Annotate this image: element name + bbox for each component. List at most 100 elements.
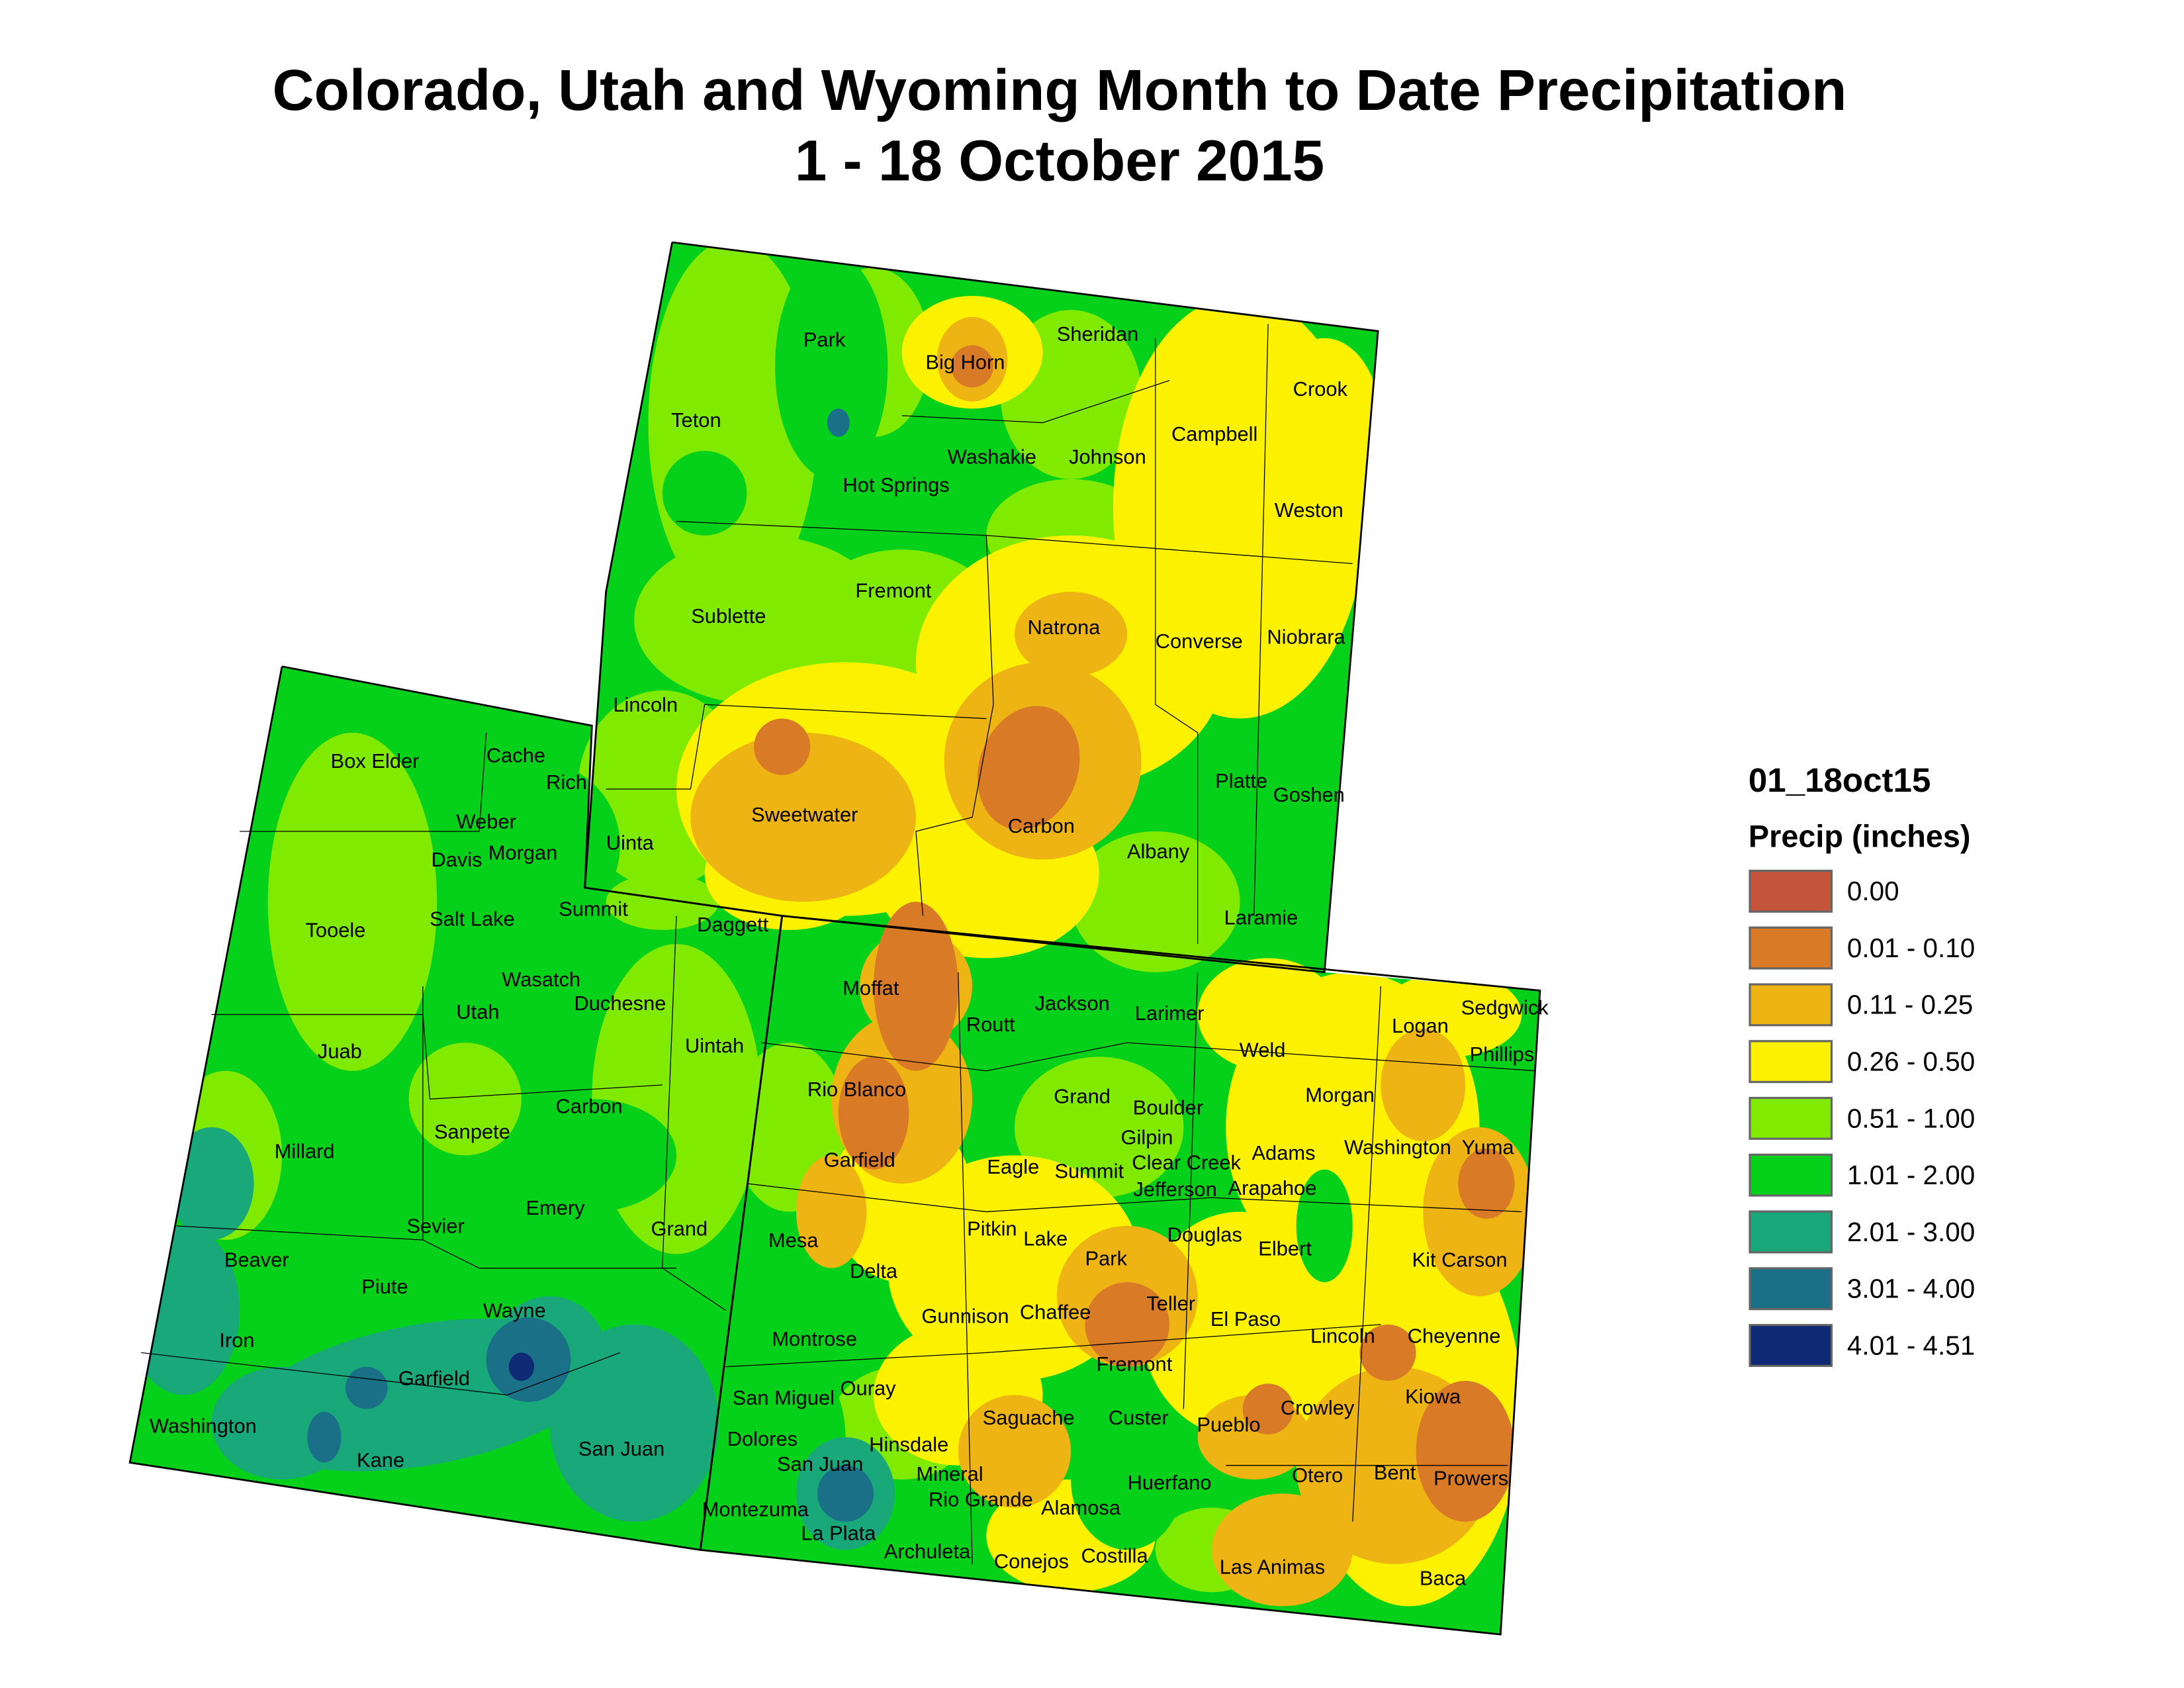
precip-region (958, 1395, 1071, 1508)
legend-swatch-6 (1749, 1210, 1833, 1254)
precip-region (951, 345, 994, 388)
county-label-colorado-chaffee: Chaffee (1020, 1300, 1091, 1323)
county-label-wyoming-niobrara: Niobrara (1267, 626, 1345, 649)
precip-region (1071, 1409, 1184, 1550)
county-label-colorado-washington: Washington (1344, 1135, 1451, 1158)
county-label-wyoming-natrona: Natrona (1028, 616, 1101, 639)
county-line (747, 1183, 1522, 1213)
precip-region (1296, 1169, 1353, 1282)
legend-label-2: 0.11 - 0.25 (1847, 990, 1973, 1020)
legend-label-6: 2.01 - 3.00 (1847, 1217, 1975, 1247)
county-line (676, 520, 994, 916)
county-label-utah-box-elder: Box Elder (331, 749, 420, 773)
county-label-colorado-eagle: Eagle (987, 1155, 1039, 1178)
county-label-colorado-weld: Weld (1240, 1038, 1286, 1061)
legend-subtitle: Precip (inches) (1749, 819, 1971, 853)
county-label-colorado-adams: Adams (1251, 1141, 1315, 1164)
county-label-utah-utah: Utah (456, 1000, 499, 1023)
precip-region (169, 1127, 254, 1241)
county-label-utah-rich: Rich (546, 771, 587, 794)
county-label-colorado-cheyenne: Cheyenne (1408, 1325, 1501, 1348)
precip-region (507, 1099, 677, 1212)
precip-region (1458, 1148, 1515, 1219)
county-label-colorado-dolores: Dolores (727, 1427, 797, 1450)
county-label-utah-san-juan: San Juan (578, 1437, 664, 1460)
county-label-colorado-gilpin: Gilpin (1121, 1125, 1173, 1149)
county-label-utah-juab: Juab (318, 1040, 362, 1063)
county-label-utah-washington: Washington (150, 1415, 257, 1438)
legend-swatch-3 (1749, 1040, 1833, 1084)
county-label-utah-garfield: Garfield (398, 1366, 470, 1389)
county-label-wyoming-fremont: Fremont (855, 579, 931, 602)
county-label-wyoming-crook: Crook (1293, 377, 1348, 400)
precip-region (754, 718, 811, 775)
legend-swatch-0 (1749, 869, 1833, 913)
county-label-utah-iron: Iron (219, 1329, 254, 1352)
precip-region (345, 1366, 388, 1409)
county-label-colorado-archuleta: Archuleta (884, 1540, 971, 1563)
county-line (1183, 972, 1199, 1409)
county-label-colorado-park: Park (1085, 1246, 1128, 1270)
precip-region (508, 1352, 535, 1381)
county-label-colorado-lincoln: Lincoln (1310, 1325, 1375, 1348)
legend-swatch-1 (1749, 926, 1833, 970)
precip-region (1242, 1383, 1294, 1434)
county-label-wyoming-weston: Weston (1275, 498, 1343, 522)
county-line (958, 972, 973, 1564)
county-label-wyoming-campbell: Campbell (1171, 422, 1257, 445)
county-label-colorado-jackson: Jackson (1035, 992, 1110, 1015)
county-label-utah-kane: Kane (357, 1448, 404, 1472)
county-label-wyoming-carbon: Carbon (1008, 814, 1075, 837)
county-label-colorado-yuma: Yuma (1462, 1135, 1515, 1158)
precip-region (827, 408, 850, 437)
legend-swatch-2 (1749, 983, 1833, 1027)
precipitation-surface (130, 242, 1540, 1635)
county-label-colorado-saguache: Saguache (983, 1406, 1075, 1429)
county-label-utah-cache: Cache (486, 744, 545, 767)
county-label-colorado-summit: Summit (1054, 1159, 1124, 1182)
county-label-colorado-clear-creek: Clear Creek (1132, 1151, 1241, 1174)
county-label-wyoming-big-horn: Big Horn (925, 351, 1005, 374)
county-and-state-borders (128, 241, 1541, 1636)
county-label-colorado-jefferson: Jefferson (1133, 1178, 1216, 1201)
county-label-colorado-mineral: Mineral (916, 1462, 983, 1485)
precip-region (267, 732, 437, 1071)
county-line (901, 380, 1170, 424)
county-line (986, 535, 1353, 565)
county-label-colorado-alamosa: Alamosa (1041, 1496, 1121, 1519)
county-label-wyoming-platte: Platte (1215, 769, 1267, 792)
county-label-colorado-teller: Teller (1146, 1292, 1195, 1315)
county-label-utah-tooele: Tooele (306, 918, 366, 941)
county-label-wyoming-washakie: Washakie (948, 445, 1036, 468)
county-label-colorado-routt: Routt (966, 1013, 1015, 1036)
legend: 01_18oct15 Precip (inches) 0.00 0.01 - 0.… (1749, 761, 1975, 1368)
county-label-colorado-rio-blanco: Rio Blanco (807, 1078, 906, 1101)
county-label-utah-emery: Emery (525, 1196, 585, 1219)
county-label-wyoming-hot-springs: Hot Springs (843, 473, 950, 496)
legend-label-7: 3.01 - 4.00 (1847, 1274, 1975, 1304)
county-line (176, 1225, 677, 1269)
precip-region (1381, 535, 1522, 649)
county-label-colorado-pueblo: Pueblo (1197, 1413, 1260, 1436)
county-label-colorado-kit-carson: Kit Carson (1412, 1248, 1508, 1272)
legend-title: 01_18oct15 (1749, 761, 1931, 799)
county-label-colorado-crowley: Crowley (1281, 1396, 1355, 1419)
county-line (725, 1324, 1381, 1368)
county-label-colorado-garfield: Garfield (824, 1148, 895, 1171)
precip-region (130, 1225, 240, 1395)
county-label-wyoming-teton: Teton (671, 408, 721, 432)
county-label-utah-sevier: Sevier (406, 1214, 464, 1237)
county-label-utah-wasatch: Wasatch (502, 968, 580, 991)
county-label-colorado-otero: Otero (1292, 1464, 1343, 1487)
county-label-colorado-las-animas: Las Animas (1220, 1556, 1326, 1579)
county-label-colorado-kiowa: Kiowa (1405, 1385, 1461, 1408)
county-label-colorado-prowers: Prowers (1433, 1466, 1508, 1489)
county-label-utah-millard: Millard (275, 1140, 335, 1163)
county-label-wyoming-sublette: Sublette (691, 604, 766, 628)
county-label-colorado-san-miguel: San Miguel (733, 1386, 835, 1409)
precip-region (977, 706, 1080, 830)
county-label-colorado-san-juan: San Juan (777, 1452, 863, 1476)
precip-region (838, 1056, 909, 1170)
county-label-colorado-gunnison: Gunnison (921, 1305, 1009, 1328)
precip-region (775, 254, 888, 479)
